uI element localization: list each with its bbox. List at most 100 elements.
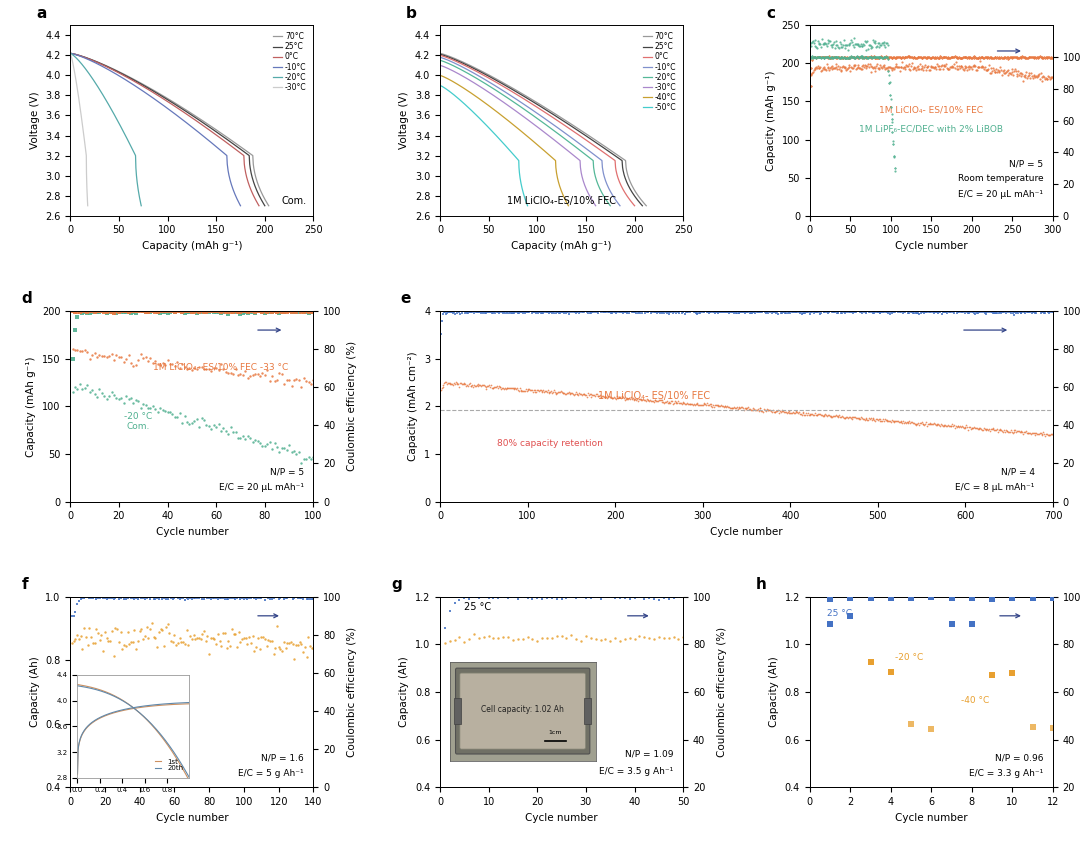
Point	[1000, 68, 1017, 82]
Point	[853, 62, 870, 76]
Point	[822, 51, 839, 65]
Point	[190, 305, 207, 318]
Point	[822, 304, 839, 317]
Point	[579, 306, 596, 319]
Point	[546, 386, 564, 399]
Point	[856, 59, 874, 72]
Point	[626, 392, 644, 406]
Point	[881, 88, 899, 102]
Point	[994, 68, 1011, 82]
Point	[1003, 66, 1021, 79]
Point	[166, 628, 184, 642]
Point	[835, 34, 852, 47]
Point	[882, 305, 900, 318]
Point	[297, 306, 314, 319]
-30°C	[66, 56, 79, 66]
Point	[899, 306, 916, 319]
Point	[988, 66, 1005, 79]
Point	[531, 383, 549, 397]
Point	[1018, 51, 1036, 65]
Point	[828, 39, 846, 52]
25°C	[433, 50, 446, 60]
Point	[626, 306, 644, 319]
Point	[1013, 51, 1030, 64]
Point	[980, 303, 997, 317]
Point	[955, 421, 972, 434]
Point	[949, 51, 967, 65]
Point	[1005, 51, 1023, 64]
Point	[836, 51, 853, 65]
Point	[204, 591, 221, 605]
Point	[831, 63, 848, 77]
Point	[99, 634, 117, 647]
Point	[137, 306, 154, 319]
Point	[986, 423, 1003, 436]
Point	[468, 379, 485, 392]
Point	[285, 373, 302, 386]
Point	[694, 305, 712, 318]
Point	[566, 386, 583, 400]
Point	[465, 627, 483, 641]
Point	[866, 51, 883, 65]
Point	[878, 61, 895, 75]
X-axis label: Cycle number: Cycle number	[156, 813, 228, 823]
Point	[125, 359, 143, 372]
Point	[949, 304, 967, 317]
Point	[264, 306, 281, 319]
Point	[239, 637, 256, 651]
Point	[1015, 51, 1032, 64]
Point	[677, 397, 694, 410]
Point	[1015, 305, 1032, 318]
Point	[216, 592, 233, 605]
Point	[178, 306, 195, 319]
Point	[853, 51, 870, 64]
Point	[942, 419, 959, 433]
Point	[708, 398, 726, 412]
Point	[811, 306, 828, 320]
Point	[1014, 74, 1031, 88]
Point	[864, 51, 881, 64]
Text: N/P = 4: N/P = 4	[1000, 468, 1035, 477]
Point	[184, 305, 201, 318]
Point	[767, 306, 784, 319]
Point	[856, 306, 874, 320]
Point	[940, 62, 957, 76]
Point	[456, 592, 473, 605]
Point	[249, 632, 267, 645]
Point	[1032, 305, 1050, 318]
Point	[596, 391, 613, 404]
Point	[870, 36, 888, 50]
Point	[835, 411, 852, 424]
Point	[914, 59, 931, 72]
Point	[171, 306, 188, 319]
Text: 1M LiPF₆-EC/DEC with 2% LiBOB: 1M LiPF₆-EC/DEC with 2% LiBOB	[860, 125, 1003, 133]
Point	[806, 34, 823, 47]
Point	[199, 629, 216, 642]
Point	[1024, 721, 1041, 734]
Point	[593, 391, 610, 404]
Point	[797, 306, 814, 319]
Point	[798, 305, 815, 318]
Point	[544, 305, 562, 318]
Point	[592, 633, 609, 647]
Point	[878, 51, 895, 64]
Point	[957, 306, 974, 319]
Point	[971, 421, 988, 434]
Point	[100, 305, 118, 318]
Point	[745, 403, 762, 417]
Point	[127, 393, 145, 407]
Point	[861, 51, 878, 64]
Point	[913, 306, 930, 319]
Point	[202, 592, 219, 605]
Point	[847, 51, 864, 65]
Point	[778, 304, 795, 317]
Point	[833, 40, 850, 54]
Point	[862, 51, 879, 64]
Point	[878, 413, 895, 427]
Point	[835, 51, 852, 64]
Point	[658, 305, 675, 318]
Point	[883, 413, 901, 427]
Point	[870, 51, 888, 64]
Point	[964, 60, 982, 73]
Point	[449, 304, 467, 317]
